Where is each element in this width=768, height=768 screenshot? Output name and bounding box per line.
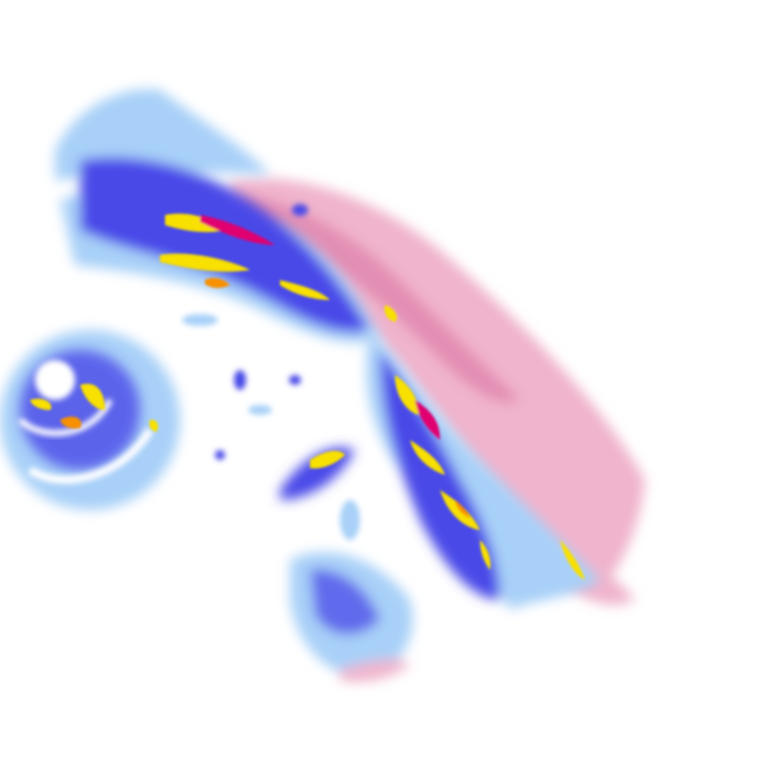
southern-cell-cluster <box>280 447 413 682</box>
cyclone-spiral <box>0 330 180 510</box>
scattered-cells <box>182 204 360 540</box>
heavy-rain-cores <box>30 213 585 580</box>
frontal-rain-band <box>366 330 600 610</box>
